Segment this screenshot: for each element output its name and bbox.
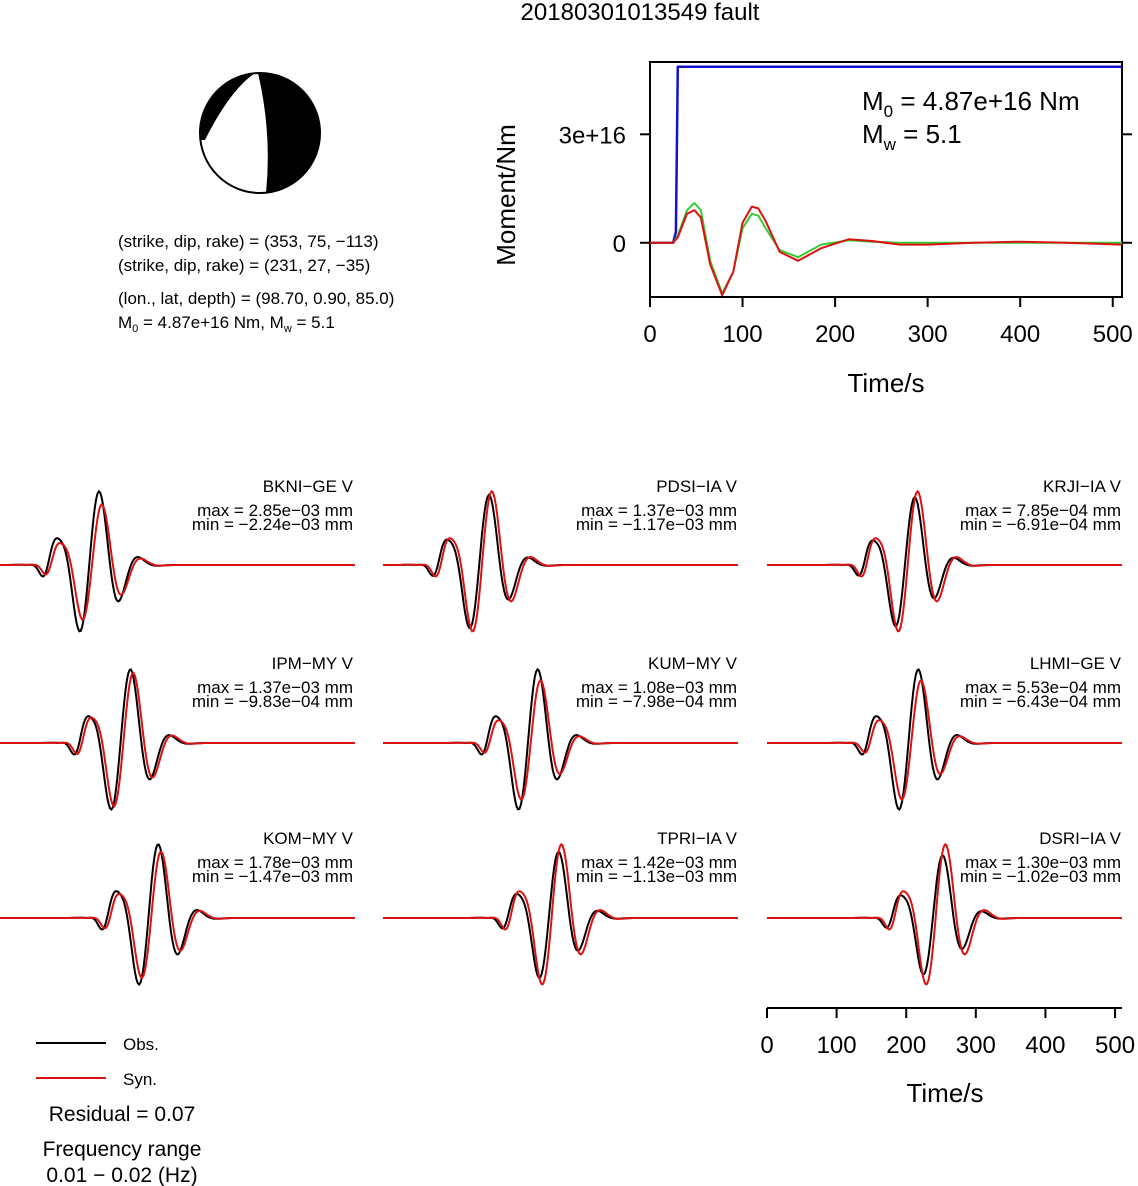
station-name: DSRI−IA V [1039,829,1121,848]
station-min: min = −1.13e−03 mm [576,867,737,886]
station-name: BKNI−GE V [263,477,354,496]
source-planes-1: (strike, dip, rake) = (353, 75, −113) [118,232,378,251]
moment-annotation-mw: Mw = 5.1 [862,119,962,154]
moment-annotation-m0: M0 = 4.87e+16 Nm [862,86,1080,121]
station-min: min = −6.43e−04 mm [960,692,1121,711]
waveform-syn-trace [383,678,738,801]
station-min: min = −2.24e−03 mm [192,515,353,534]
station-max: max = 1.30e−03 mm [965,853,1121,872]
waveform-xtick-label: 200 [886,1032,926,1059]
waveform-xtick-label: 400 [1025,1032,1065,1059]
station-max: max = 2.85e−03 mm [197,501,353,520]
moment-xtick-label: 200 [815,321,855,348]
station-min: min = −6.91e−04 mm [960,515,1121,534]
station-min: min = −1.47e−03 mm [192,867,353,886]
waveform-xtick-label: 300 [956,1032,996,1059]
waveform-syn-trace [0,671,355,808]
station-name: TPRI−IA V [657,829,737,848]
station-max: max = 1.37e−03 mm [197,678,353,697]
station-max: max = 5.53e−04 mm [965,678,1121,697]
source-location: (lon., lat, depth) = (98.70, 0.90, 85.0) [118,289,394,308]
moment-xlabel: Time/s [847,368,924,398]
moment-xtick-label: 400 [1000,321,1040,348]
moment-xtick-label: 0 [643,321,656,348]
waveform-xtick-label: 0 [760,1032,773,1059]
moment-series-1 [650,202,1122,295]
waveform-syn-trace [767,489,1122,633]
station-max: max = 1.37e−03 mm [581,501,737,520]
waveform-xtick-label: 100 [817,1032,857,1059]
waveform-syn-trace [383,489,738,633]
moment-ylabel: Moment/Nm [491,124,521,266]
waveform-xtick-label: 500 [1095,1032,1135,1059]
station-name: KRJI−IA V [1043,477,1122,496]
station-name: KOM−MY V [263,829,354,848]
moment-series-2 [650,205,1123,297]
waveform-syn-trace [383,842,738,986]
waveform-syn-trace [0,850,355,980]
moment-ytick-label: 3e+16 [559,122,626,149]
legend-obs-label: Obs. [123,1035,159,1054]
station-name: IPM−MY V [272,654,354,673]
moment-plot-frame [649,61,1123,298]
waveform-xlabel: Time/s [906,1078,983,1108]
station-max: max = 1.42e−03 mm [581,853,737,872]
residual-text: Residual = 0.07 [49,1103,196,1126]
station-max: max = 1.08e−03 mm [581,678,737,697]
station-name: KUM−MY V [648,654,738,673]
moment-xtick-label: 500 [1093,321,1133,348]
moment-xtick-label: 100 [723,321,763,348]
station-name: LHMI−GE V [1030,654,1122,673]
station-min: min = −1.02e−03 mm [960,867,1121,886]
station-min: min = −1.17e−03 mm [576,515,737,534]
frequency-range-value: 0.01 − 0.02 (Hz) [46,1164,197,1186]
waveform-syn-trace [767,842,1122,986]
moment-ytick-label: 0 [613,231,626,258]
station-name: PDSI−IA V [656,477,737,496]
frequency-range-title: Frequency range [43,1138,202,1161]
source-planes-2: (strike, dip, rake) = (231, 27, −35) [118,256,370,275]
source-magnitude: M0 = 4.87e+16 Nm, Mw = 5.1 [118,313,335,335]
waveform-syn-trace [767,679,1122,801]
station-min: min = −9.83e−04 mm [192,692,353,711]
waveform-time-axis: 0 100 200 300 400 500 [760,1007,1135,1059]
station-max: max = 1.78e−03 mm [197,853,353,872]
legend-syn-label: Syn. [123,1070,157,1089]
station-max: max = 7.85e−04 mm [965,501,1121,520]
waveform-syn-trace [0,503,355,621]
station-min: min = −7.98e−04 mm [576,692,737,711]
beachball-icon [199,72,321,194]
moment-xtick-label: 300 [908,321,948,348]
legend: Obs. Syn. [36,1035,159,1089]
page-title: 20180301013549 fault [521,0,760,26]
